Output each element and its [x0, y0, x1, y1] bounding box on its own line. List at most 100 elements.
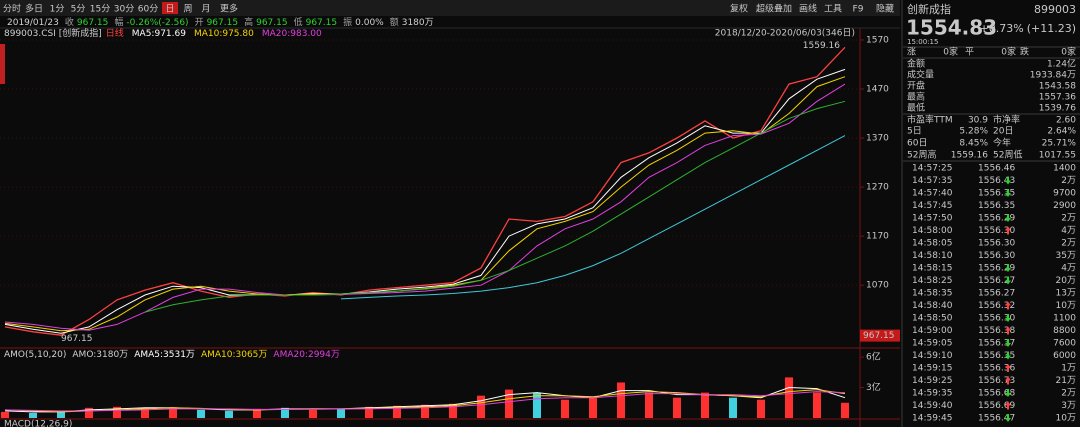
- stat-value: 5.28%: [959, 127, 988, 137]
- info-label: 振: [343, 16, 352, 28]
- toolbar-button[interactable]: 1分: [50, 4, 65, 15]
- toolbar-button[interactable]: 5分: [71, 4, 86, 15]
- high-marker: 1559.16: [803, 41, 840, 51]
- toolbar-button[interactable]: 画线: [799, 3, 817, 15]
- volume-bar: [85, 407, 93, 418]
- legend-entry: MA20:983.00: [262, 29, 322, 39]
- tick-volume: 4万: [1061, 264, 1076, 274]
- tick-price: 1556.36: [978, 364, 1015, 374]
- quote-time: 15:00:15: [907, 38, 938, 46]
- volume-bar: [29, 412, 37, 418]
- toolbar-button[interactable]: 超级叠加: [756, 3, 792, 15]
- tick-time: 14:58:40: [912, 301, 953, 311]
- y-tick-label: 1170: [866, 232, 889, 242]
- tick-volume: 2万: [1061, 176, 1076, 186]
- volume-bar: [785, 377, 793, 418]
- tick-price: 1556.35: [978, 201, 1015, 211]
- change-abs: (+11.23): [1027, 22, 1076, 35]
- volume-bar: [841, 402, 849, 418]
- volume-bar: [533, 392, 541, 418]
- stat-value: 1557.36: [1039, 93, 1076, 103]
- stat-value: 1543.58: [1039, 82, 1076, 92]
- stat-value: 2.60: [1056, 116, 1076, 126]
- info-value: 967.15: [207, 18, 239, 28]
- tick-time: 14:57:45: [912, 201, 952, 211]
- stat-label: 60日: [907, 138, 927, 149]
- info-value: 967.15: [306, 18, 338, 28]
- tick-price: 1556.27: [978, 289, 1015, 299]
- tick-time: 14:57:25: [912, 164, 952, 174]
- toolbar-button[interactable]: 隐藏: [876, 3, 894, 15]
- tick-arrow: [1005, 214, 1011, 222]
- tick-volume: 13万: [1056, 289, 1076, 299]
- toolbar-button[interactable]: 更多: [220, 3, 238, 15]
- tick-price: 1556.68: [978, 389, 1015, 399]
- y-tick-label: 1070: [866, 281, 889, 291]
- info-label: 高: [244, 16, 253, 28]
- chart-legend: 899003.CSI [创新成指] 日线 MA5:971.69 MA10:975.80…: [4, 27, 322, 39]
- volume-title: AMO(5,10,20): [4, 350, 66, 360]
- tick-volume: 2900: [1053, 201, 1076, 211]
- toolbar-button[interactable]: F9: [853, 5, 864, 15]
- tick-time: 14:58:35: [912, 289, 952, 299]
- toolbar-button[interactable]: 30分: [114, 4, 134, 15]
- toolbar-button[interactable]: 复权: [730, 3, 748, 15]
- tick-volume: 1400: [1053, 164, 1076, 174]
- tick-price: 1556.69: [978, 401, 1015, 411]
- tick-volume: 10万: [1056, 301, 1076, 311]
- tick-volume: 1万: [1061, 364, 1076, 374]
- tick-time: 14:58:50: [912, 314, 953, 324]
- stat-label: 市净率: [993, 114, 1020, 126]
- breadth-value: 0家: [1061, 46, 1076, 58]
- legend-entry: MA5:971.69: [132, 29, 186, 39]
- average-line: [4, 391, 846, 412]
- tick-time: 14:59:45: [912, 414, 952, 424]
- toolbar-button[interactable]: 60分: [138, 4, 158, 15]
- tick-volume: 1100: [1053, 314, 1076, 324]
- tick-arrow: [1005, 389, 1011, 397]
- tick-volume: 10万: [1056, 414, 1076, 424]
- range-label: 2018/12/20-2020/06/03(346日): [715, 28, 855, 39]
- volume-bar: [393, 405, 401, 418]
- chart-subtitle: 日线: [106, 27, 124, 39]
- tick-volume: 8800: [1053, 326, 1076, 336]
- tick-time: 14:59:10: [912, 351, 953, 361]
- tick-price: 1556.43: [978, 176, 1015, 186]
- toolbar-button[interactable]: 工具: [824, 4, 842, 15]
- toolbar-button[interactable]: 分时: [3, 3, 21, 15]
- tick-arrow: [1005, 226, 1011, 235]
- tick-time: 14:58:00: [912, 226, 953, 236]
- toolbar-button[interactable]: 月: [201, 4, 210, 15]
- stat-value: 8.45%: [959, 139, 988, 149]
- last-price-tag: [860, 329, 900, 342]
- tick-volume: 4万: [1061, 226, 1076, 236]
- volume-bar: [197, 409, 205, 418]
- tick-volume: 35万: [1056, 251, 1076, 261]
- info-label: 收: [65, 16, 74, 28]
- stat-label: 5日: [907, 126, 922, 137]
- stat-value: 1.24亿: [1047, 58, 1076, 70]
- volume-bar: [505, 389, 513, 418]
- last-price-label: 967.15: [863, 331, 895, 341]
- y-tick-label: 1470: [866, 85, 889, 95]
- legend-entry: AMA20:2994万: [273, 350, 339, 360]
- y-tick-label: 1370: [866, 134, 889, 144]
- tick-price: 1556.29: [978, 214, 1015, 224]
- tick-time: 14:59:00: [912, 326, 953, 336]
- toolbar-button[interactable]: 日: [165, 4, 174, 15]
- stat-label: 52周低: [993, 149, 1022, 161]
- toolbar-button[interactable]: 周: [183, 4, 192, 15]
- tick-volume: 2万: [1061, 239, 1076, 249]
- tick-time: 14:59:05: [912, 339, 952, 349]
- tick-time: 14:59:35: [912, 389, 952, 399]
- tick-price: 1556.38: [978, 326, 1015, 336]
- toolbar-button[interactable]: 15分: [90, 4, 110, 15]
- toolbar-button[interactable]: 多日: [25, 3, 43, 15]
- y-tick-label: 3亿: [866, 381, 881, 393]
- tick-arrow: [1005, 364, 1011, 372]
- price-line: [4, 46, 846, 336]
- quote-price: 1554.83: [906, 16, 997, 40]
- stat-value: 1559.16: [951, 151, 988, 161]
